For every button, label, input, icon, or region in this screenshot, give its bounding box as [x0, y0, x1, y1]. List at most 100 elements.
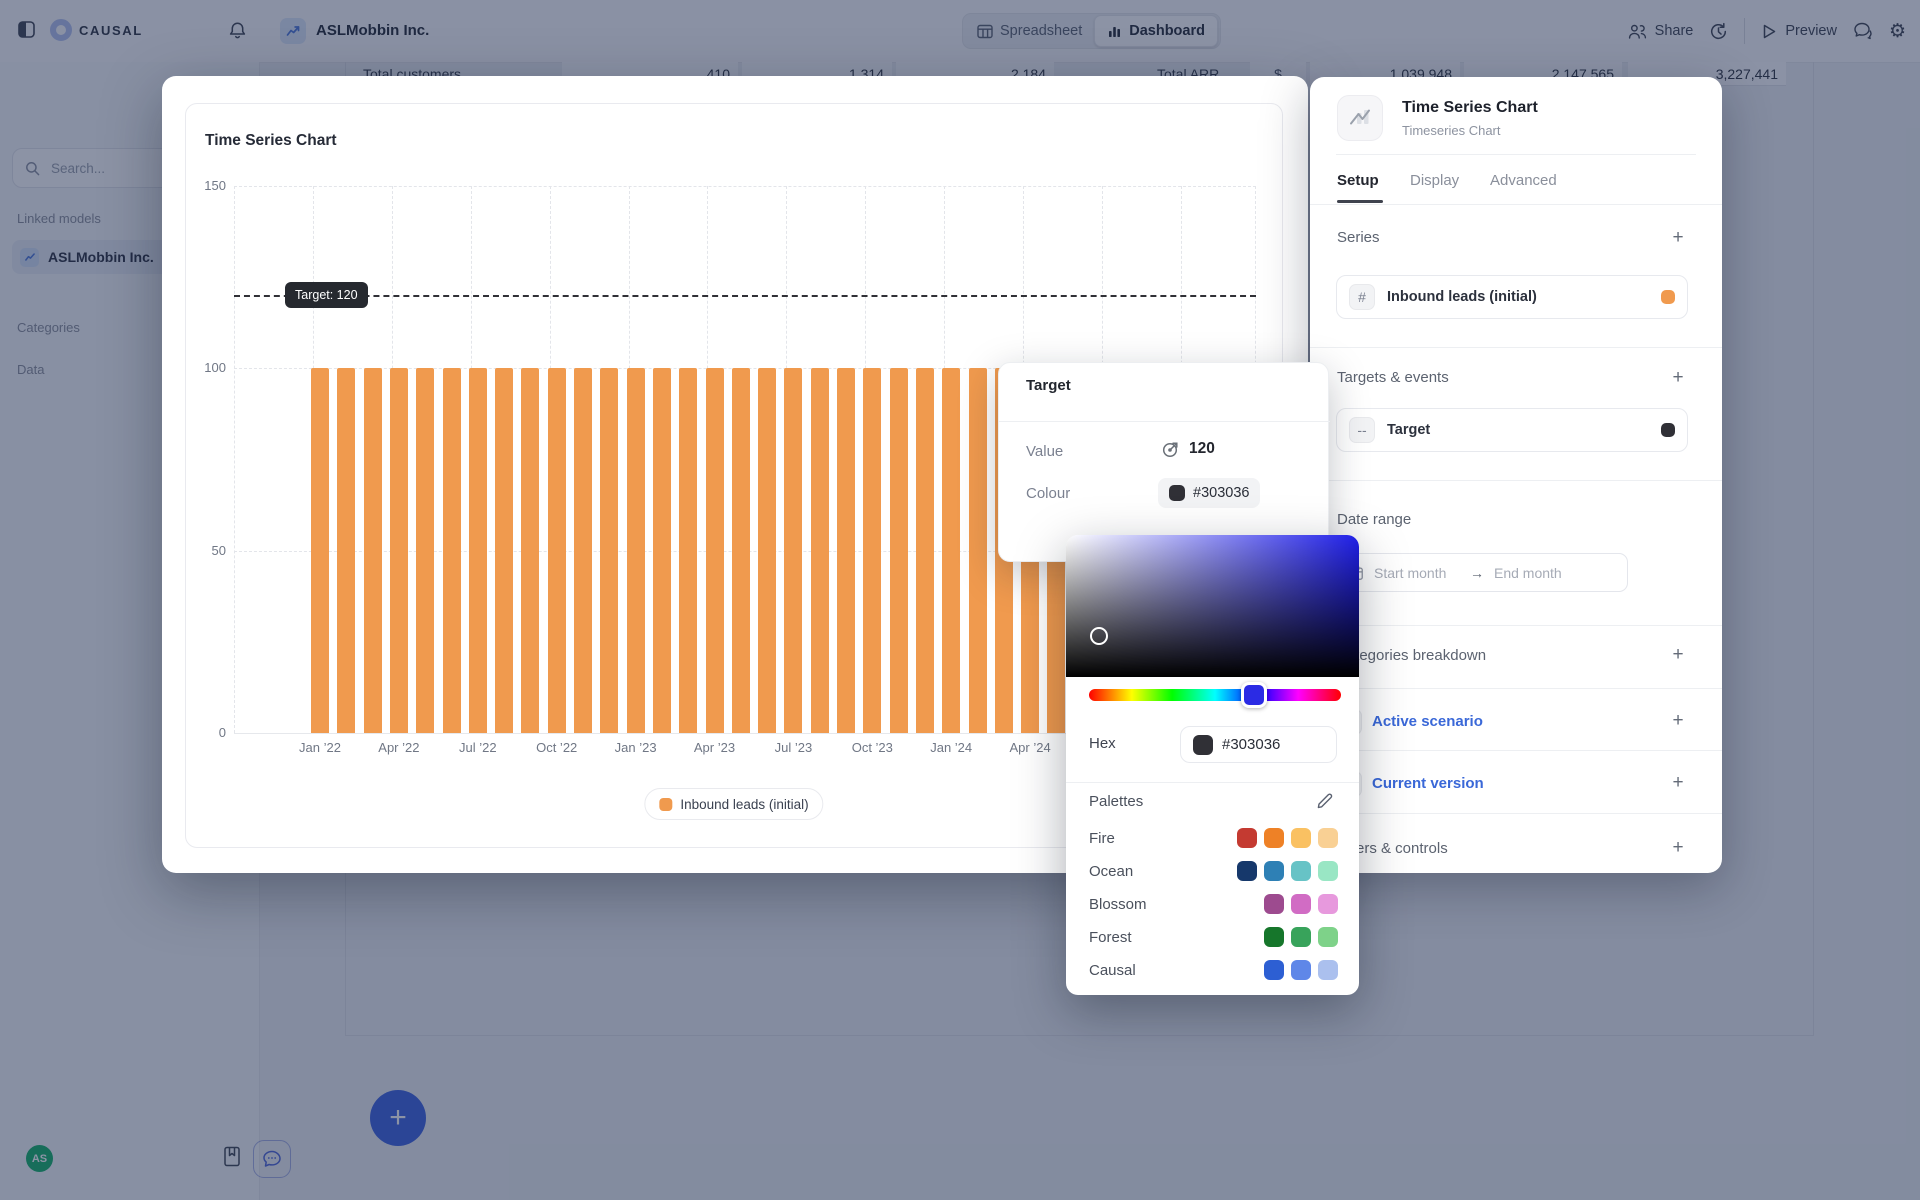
x-tick-label: Jul ’22: [459, 740, 497, 755]
colour-label: Colour: [1026, 485, 1071, 502]
tab-advanced[interactable]: Advanced: [1490, 172, 1557, 189]
add-series-button[interactable]: +: [1672, 227, 1684, 248]
bar: [521, 368, 540, 733]
bar: [574, 368, 592, 733]
start-month-input[interactable]: [1372, 563, 1462, 582]
hash-icon: #: [1349, 284, 1375, 310]
date-range-label: Date range: [1337, 511, 1412, 528]
x-tick-label: Jan ’22: [299, 740, 341, 755]
hex-label: Hex: [1089, 735, 1116, 752]
bar: [915, 368, 934, 733]
palette-name: Forest: [1089, 929, 1132, 946]
palette-swatch[interactable]: [1291, 828, 1311, 848]
bar: [652, 368, 671, 733]
target-value-field[interactable]: 120: [1161, 439, 1215, 459]
row-filters-controls[interactable]: Filters & controls: [1336, 840, 1448, 857]
palette-swatch[interactable]: [1264, 828, 1284, 848]
target-popover: Target Value 120 Colour #303036: [998, 362, 1330, 562]
palette-list: Fire Ocean Blossom Forest Causal: [1066, 825, 1359, 990]
target-popover-title: Target: [1026, 377, 1071, 394]
legend-series-label: Inbound leads (initial): [680, 796, 809, 812]
add-categories-button[interactable]: +: [1672, 644, 1684, 665]
chart-legend[interactable]: Inbound leads (initial): [644, 788, 824, 820]
palette-swatch[interactable]: [1264, 927, 1284, 947]
hue-slider[interactable]: [1089, 689, 1341, 701]
palette-swatch[interactable]: [1264, 861, 1284, 881]
color-marker[interactable]: [1090, 627, 1108, 645]
gridline-h: [234, 733, 1256, 734]
value-label: Value: [1026, 443, 1064, 460]
palette-swatch[interactable]: [1264, 894, 1284, 914]
palette-swatch[interactable]: [1237, 828, 1257, 848]
palette-swatch[interactable]: [1318, 828, 1338, 848]
saturation-value-area[interactable]: [1066, 535, 1359, 677]
target-item-name: Target: [1387, 422, 1431, 438]
colour-swatch-field[interactable]: #303036: [1158, 478, 1261, 508]
series-color-dot[interactable]: [1661, 290, 1675, 304]
y-tick-label: 100: [204, 360, 226, 376]
x-tick-label: Jan ’23: [614, 740, 657, 755]
palette-row[interactable]: Causal: [1066, 957, 1359, 990]
series-section-label: Series: [1337, 229, 1380, 246]
bar: [889, 368, 908, 733]
bar: [837, 368, 855, 733]
target-item[interactable]: -- Target: [1336, 408, 1688, 452]
row-active-scenario[interactable]: Active scenario: [1372, 713, 1483, 730]
palette-swatches: [1264, 927, 1338, 947]
x-tick-label: Oct ’22: [536, 740, 578, 755]
palette-swatch[interactable]: [1291, 927, 1311, 947]
target-tooltip: Target: 120: [285, 282, 368, 309]
bar: [863, 368, 882, 733]
edit-palettes-icon[interactable]: [1316, 792, 1333, 809]
palette-row[interactable]: Forest: [1066, 924, 1359, 957]
row-categories-breakdown[interactable]: Categories breakdown: [1336, 647, 1487, 664]
palette-name: Fire: [1089, 830, 1115, 847]
add-scenario-button[interactable]: +: [1672, 710, 1684, 731]
add-filter-button[interactable]: +: [1672, 837, 1684, 858]
target-line[interactable]: [234, 295, 1256, 298]
palette-swatch[interactable]: [1291, 960, 1311, 980]
targets-section-label: Targets & events: [1337, 369, 1449, 386]
tab-setup[interactable]: Setup: [1337, 172, 1379, 189]
row-current-version[interactable]: Current version: [1372, 775, 1484, 792]
timeseries-chart-icon: [1337, 95, 1383, 141]
x-tick-label: Oct ’23: [851, 740, 893, 755]
bar: [547, 368, 566, 733]
bar: [758, 368, 777, 733]
palette-name: Causal: [1089, 962, 1136, 979]
palette-row[interactable]: Blossom: [1066, 891, 1359, 924]
x-tick-label: Jan ’24: [930, 740, 973, 755]
y-tick-label: 50: [211, 542, 226, 558]
palette-swatch[interactable]: [1318, 927, 1338, 947]
end-month-input[interactable]: [1492, 563, 1582, 582]
target-color-dot[interactable]: [1661, 423, 1675, 437]
colour-swatch: [1169, 485, 1185, 501]
hex-input[interactable]: #303036: [1180, 726, 1337, 763]
add-target-button[interactable]: +: [1672, 367, 1684, 388]
x-tick-label: Apr ’24: [1009, 740, 1051, 755]
hue-slider-handle[interactable]: [1241, 682, 1267, 708]
bar: [389, 368, 408, 733]
bar: [810, 368, 829, 733]
hex-swatch: [1193, 734, 1213, 755]
panel-subtitle: Timeseries Chart: [1402, 123, 1501, 138]
palette-swatch[interactable]: [1318, 861, 1338, 881]
palette-swatch[interactable]: [1264, 960, 1284, 980]
palette-row[interactable]: Fire: [1066, 825, 1359, 858]
add-version-button[interactable]: +: [1672, 772, 1684, 793]
palette-swatch[interactable]: [1318, 894, 1338, 914]
palette-row[interactable]: Ocean: [1066, 858, 1359, 891]
bar: [416, 368, 435, 733]
tab-display[interactable]: Display: [1410, 172, 1460, 189]
x-tick-label: Jul ’23: [774, 740, 813, 755]
palette-swatch[interactable]: [1291, 894, 1311, 914]
bar: [705, 368, 724, 733]
bar: [679, 368, 698, 733]
chart-card: Time Series Chart 150 100 50 0 Target: 120 …: [185, 103, 1283, 848]
palette-swatch[interactable]: [1291, 861, 1311, 881]
palette-swatch[interactable]: [1237, 861, 1257, 881]
x-tick-label: Apr ’23: [693, 740, 736, 755]
series-item[interactable]: # Inbound leads (initial): [1336, 275, 1688, 319]
palette-swatch[interactable]: [1318, 960, 1338, 980]
